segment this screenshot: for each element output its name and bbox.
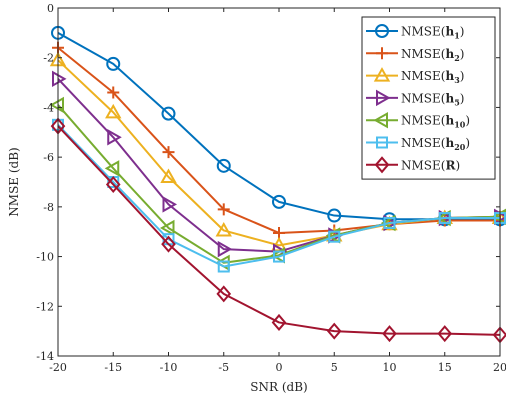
legend-marker bbox=[376, 47, 388, 60]
y-tick-label: -10 bbox=[36, 251, 54, 264]
data-point-s6-5 bbox=[326, 322, 342, 340]
data-point-s6-4 bbox=[271, 313, 287, 331]
y-tick-label: -4 bbox=[43, 101, 54, 114]
x-tick-label: 20 bbox=[493, 361, 506, 374]
y-tick-label: -6 bbox=[43, 151, 54, 164]
x-tick-label: -15 bbox=[104, 361, 122, 374]
legend-item-2: NMSE(h3) bbox=[366, 67, 464, 85]
y-tick-label: -14 bbox=[36, 350, 54, 363]
legend-marker bbox=[373, 67, 391, 82]
legend-marker bbox=[376, 136, 388, 149]
series-5 bbox=[52, 118, 506, 273]
legend-marker bbox=[376, 89, 391, 107]
legend-marker bbox=[375, 24, 389, 38]
data-point-s2-3 bbox=[215, 221, 232, 237]
data-point-s2-4 bbox=[270, 236, 288, 252]
data-point-s6-1 bbox=[105, 175, 121, 194]
data-point-s1-2 bbox=[162, 146, 175, 159]
x-tick-label: 5 bbox=[331, 361, 338, 374]
data-point-s1-3 bbox=[217, 203, 230, 216]
legend-label: NMSE(h1) bbox=[401, 25, 464, 41]
x-tick-label: 0 bbox=[276, 361, 283, 374]
series-line-6 bbox=[57, 125, 501, 336]
x-tick-label: -20 bbox=[49, 361, 67, 374]
data-point-s3-2 bbox=[162, 196, 178, 213]
data-point-s4-1 bbox=[104, 160, 120, 177]
legend-label: NMSE(h2) bbox=[401, 47, 464, 63]
legend-label: NMSE(h5) bbox=[401, 91, 464, 107]
x-tick-label: -5 bbox=[218, 361, 229, 374]
legend-label: NMSE(R) bbox=[401, 158, 460, 172]
y-tick-label: -12 bbox=[36, 300, 54, 313]
y-axis-label: NMSE (dB) bbox=[7, 147, 21, 216]
y-tick-label: -2 bbox=[43, 52, 54, 65]
x-tick-label: -10 bbox=[160, 361, 178, 374]
data-point-s0-4 bbox=[272, 194, 286, 209]
legend-item-5: NMSE(h20) bbox=[366, 136, 470, 152]
data-point-s2-1 bbox=[105, 103, 122, 119]
data-point-s0-2 bbox=[161, 106, 176, 121]
series-layer bbox=[49, 25, 506, 344]
data-point-s6-2 bbox=[161, 235, 176, 253]
legend-item-3: NMSE(h5) bbox=[366, 89, 464, 107]
data-point-s2-2 bbox=[160, 168, 177, 184]
data-point-s3-3 bbox=[217, 240, 233, 258]
data-point-s3-0 bbox=[52, 70, 67, 88]
x-tick-label: 10 bbox=[383, 361, 397, 374]
data-point-s6-6 bbox=[382, 325, 397, 343]
legend-marker bbox=[373, 111, 388, 129]
data-point-s0-5 bbox=[327, 208, 342, 223]
legend-item-4: NMSE(h10) bbox=[366, 111, 470, 130]
y-tick-label: -8 bbox=[43, 201, 54, 214]
legend-marker bbox=[374, 156, 390, 174]
series-line-5 bbox=[57, 124, 500, 268]
legend-label: NMSE(h20) bbox=[401, 136, 470, 152]
data-point-s4-2 bbox=[159, 219, 175, 237]
data-point-s6-3 bbox=[216, 285, 232, 303]
legend-label: NMSE(h3) bbox=[401, 69, 464, 85]
x-axis-label: SNR (dB) bbox=[250, 380, 307, 394]
data-point-s5-5 bbox=[328, 230, 341, 243]
data-point-s5-6 bbox=[383, 217, 396, 230]
legend: NMSE(h1) NMSE(h2) NMSE(h3) NMSE(h5) NMSE(h10… bbox=[361, 16, 496, 180]
y-tick-label: 0 bbox=[47, 2, 54, 15]
legend-item-6: NMSE(R) bbox=[366, 156, 460, 174]
data-point-s5-7 bbox=[438, 212, 451, 225]
legend-label: NMSE(h10) bbox=[401, 114, 470, 130]
legend-item-0: NMSE(h1) bbox=[366, 24, 464, 41]
data-point-s3-1 bbox=[107, 129, 122, 146]
data-point-s0-1 bbox=[106, 56, 121, 71]
data-point-s5-4 bbox=[273, 250, 285, 263]
data-point-s1-1 bbox=[107, 86, 120, 99]
x-tick-label: 15 bbox=[438, 361, 452, 374]
data-point-s6-7 bbox=[437, 325, 453, 343]
tick-layer: -20 -15 -10 -5 0 5 10 15 20 0 -2 -4 -6 -8 -10 -12 -14 bbox=[36, 2, 506, 374]
data-point-s5-3 bbox=[217, 260, 230, 273]
data-point-s4-0 bbox=[49, 96, 64, 114]
data-point-s0-3 bbox=[216, 158, 231, 173]
legend-item-1: NMSE(h2) bbox=[366, 47, 464, 63]
